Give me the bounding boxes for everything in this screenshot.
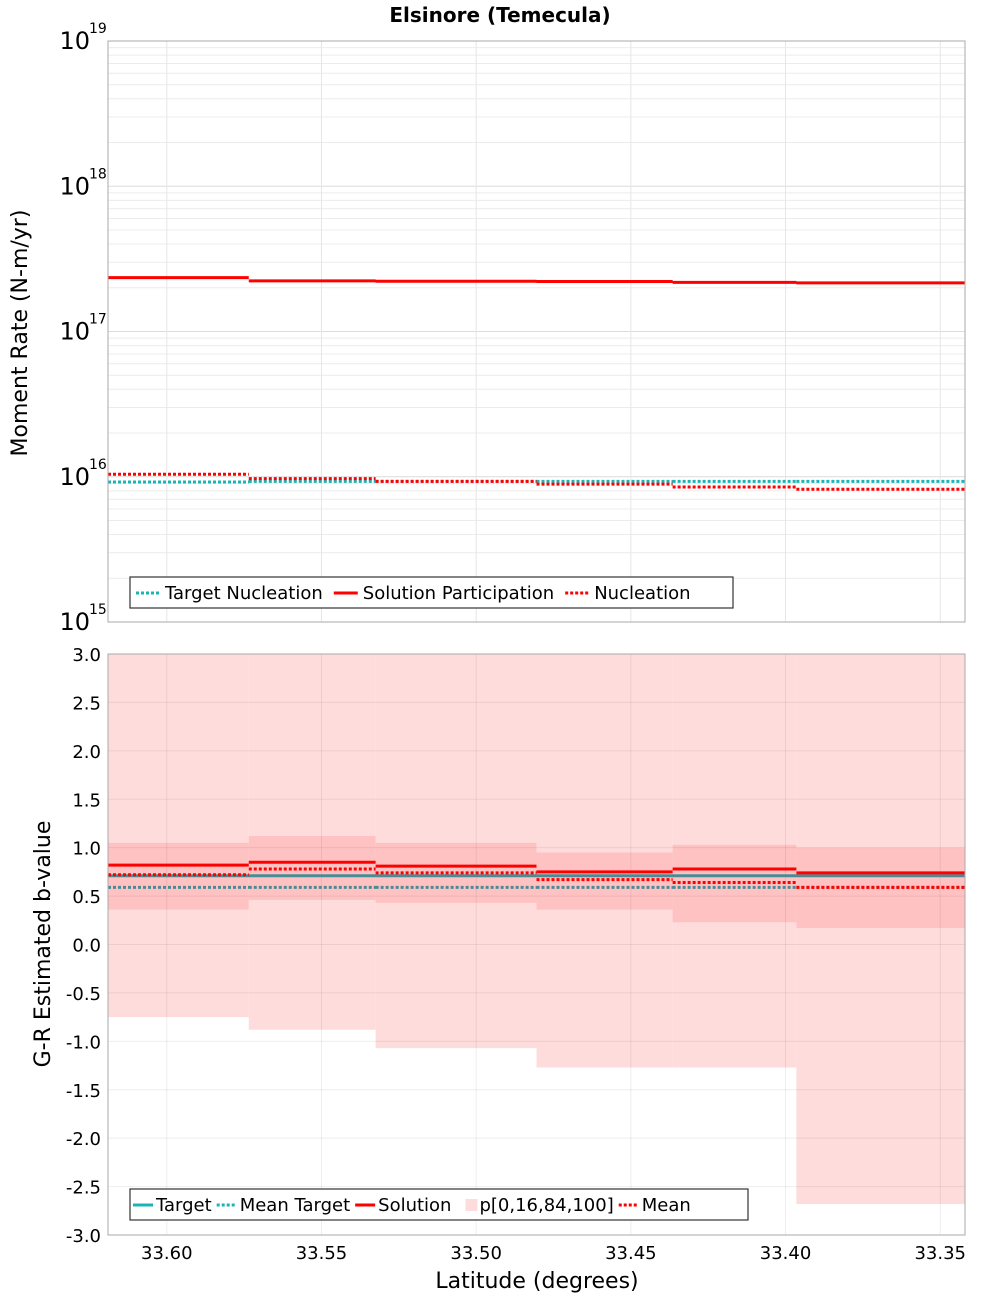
top-legend-label: Nucleation xyxy=(594,583,690,604)
x-axis-label: Latitude (degrees) xyxy=(435,1269,638,1294)
bottom-y-axis-label: G-R Estimated b-value xyxy=(31,821,56,1068)
top-y-axis-label: Moment Rate (N-m/yr) xyxy=(8,210,33,457)
bottom-legend-swatch xyxy=(465,1199,478,1211)
x-tick-label: 33.60 xyxy=(141,1243,193,1264)
bottom-y-tick-label: -0.5 xyxy=(66,984,101,1005)
x-tick-label: 33.40 xyxy=(760,1243,812,1264)
bottom-y-tick-label: -2.0 xyxy=(66,1129,101,1150)
bottom-y-tick-label: -2.5 xyxy=(66,1178,101,1199)
chart-title: Elsinore (Temecula) xyxy=(389,3,610,27)
top-legend-box xyxy=(129,576,734,609)
bottom-series-mean xyxy=(108,867,965,889)
bottom-plot-border xyxy=(107,653,966,1236)
bottom-y-tick-label: -1.0 xyxy=(66,1032,101,1053)
top-y-tick-label: 10 xyxy=(59,608,90,636)
bottom-y-tick-label: -1.5 xyxy=(66,1081,101,1102)
x-tick-label: 33.55 xyxy=(296,1243,348,1264)
bottom-legend-label: Solution xyxy=(378,1195,451,1216)
top-y-tick-label: 10 xyxy=(59,318,90,346)
top-series-solution-participation xyxy=(108,276,965,285)
top-series-nucleation xyxy=(108,472,965,491)
bottom-y-tick-label: 3.0 xyxy=(72,645,101,666)
bottom-legend-label: Target xyxy=(155,1195,212,1216)
top-legend-label: Target Nucleation xyxy=(164,583,323,604)
top-y-tick-label: 10 xyxy=(59,463,90,491)
top-y-tick-exponent: 19 xyxy=(89,21,107,37)
top-y-tick-exponent: 17 xyxy=(89,312,107,328)
x-tick-label: 33.35 xyxy=(914,1243,966,1264)
bottom-series-solution xyxy=(108,860,965,875)
bottom-y-tick-label: 1.0 xyxy=(72,839,101,860)
bottom-y-tick-label: 1.5 xyxy=(72,790,101,811)
top-y-tick-exponent: 15 xyxy=(89,602,107,618)
top-y-tick-exponent: 16 xyxy=(89,457,107,473)
top-y-tick-exponent: 18 xyxy=(89,166,107,182)
top-legend: Target Nucleation Solution Participation N… xyxy=(129,576,734,609)
x-tick-label: 33.45 xyxy=(605,1243,657,1264)
x-tick-label: 33.50 xyxy=(450,1243,502,1264)
bottom-panel: 3.0 2.5 2.0 1.5 1.0 0.5 0.0 -0.5 -1.0 -1.5 -2.0 -2.… xyxy=(66,645,966,1264)
bottom-legend-label: Mean xyxy=(642,1195,691,1216)
bottom-y-tick-label: -3.0 xyxy=(66,1226,101,1247)
band-p0-p100 xyxy=(796,654,965,1205)
bottom-legend: Target Mean Target Solution p[0,16,84,100] M… xyxy=(129,1188,749,1221)
bottom-legend-label: Mean Target xyxy=(240,1195,350,1216)
top-legend-label: Solution Participation xyxy=(363,583,554,604)
top-y-tick-label: 10 xyxy=(59,27,90,55)
bottom-y-tick-label: 2.5 xyxy=(72,693,101,714)
top-y-tick-label: 10 xyxy=(59,172,90,200)
bottom-y-tick-label: 0.0 xyxy=(72,936,101,957)
band-p0-p100 xyxy=(108,654,249,1018)
top-plot-border xyxy=(107,40,966,623)
bottom-y-tick-label: 0.5 xyxy=(72,887,101,908)
bottom-y-tick-label: 2.0 xyxy=(72,742,101,763)
bottom-legend-label: p[0,16,84,100] xyxy=(479,1195,613,1216)
